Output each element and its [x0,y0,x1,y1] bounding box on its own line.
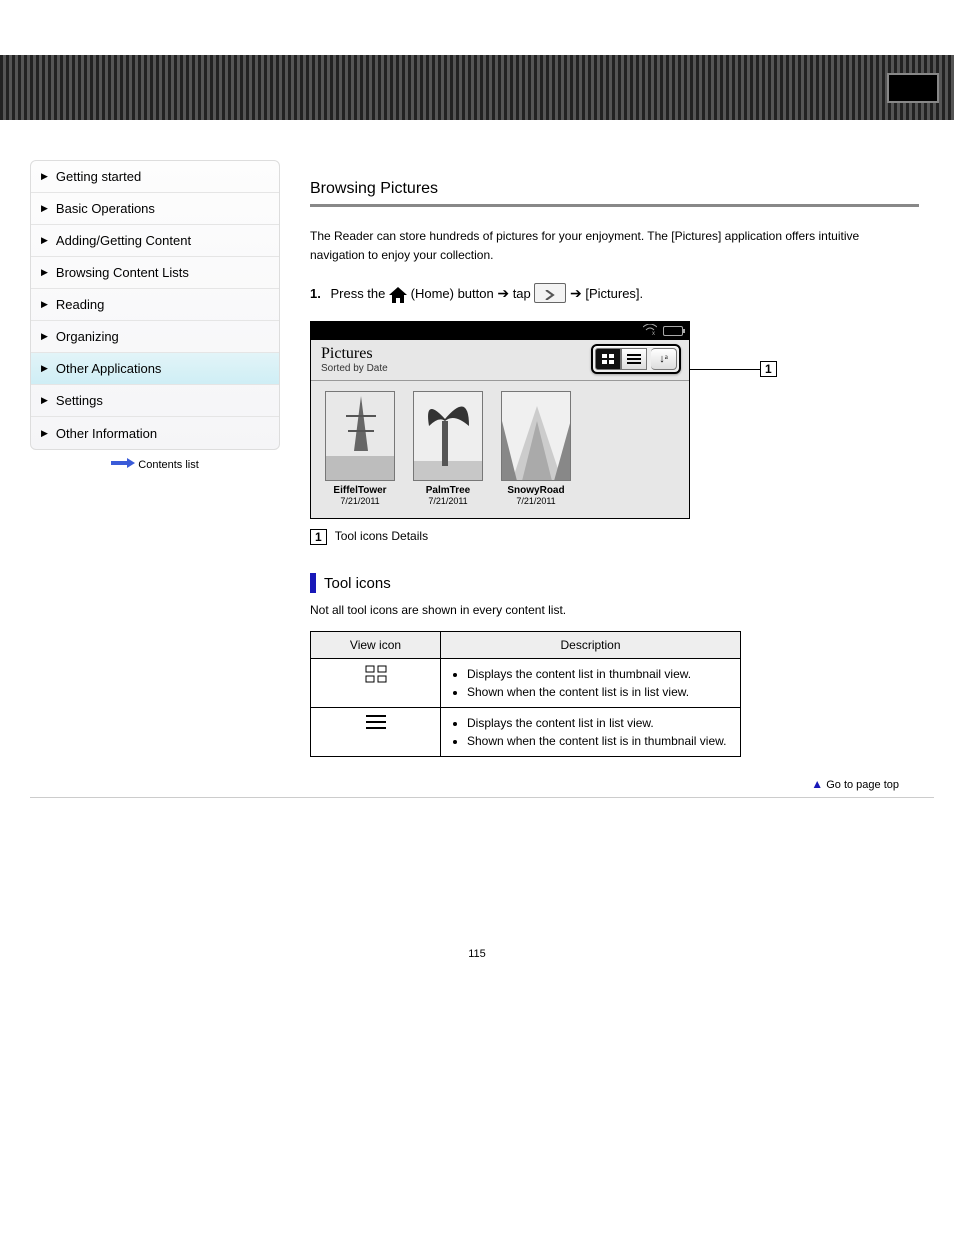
device-subtitle: Sorted by Date [321,363,388,374]
sidebar-footer: Contents list [30,458,280,471]
thumbnail-image [413,391,483,481]
battery-icon [663,326,683,336]
sidebar-item-other-applications[interactable]: ▶ Other Applications [31,353,279,385]
step-text-c: tap [513,286,535,301]
arrow-right-icon [111,458,135,468]
sidebar-item-organizing[interactable]: ▶ Organizing [31,321,279,353]
chevron-right-icon: ▶ [41,235,48,246]
section-title: Browsing Pictures [310,180,919,198]
description-item: Shown when the content list is in thumbn… [467,732,730,750]
sidebar-item-label: Getting started [56,169,141,184]
sidebar-item-label: Adding/Getting Content [56,233,191,248]
header-gap-box [887,73,939,103]
wifi-off-icon: x [643,324,657,338]
subsection-note: Not all tool icons are shown in every co… [310,603,919,617]
thumbnail-date: 7/21/2011 [325,496,395,506]
table-row: Displays the content list in list view.S… [311,708,741,757]
sidebar: ▶ Getting started ▶ Basic Operations ▶ Adding… [30,160,280,791]
thumbnail-name: EiffelTower [325,485,395,496]
chevron-right-icon: ▶ [41,428,48,439]
description-item: Displays the content list in list view. [467,714,730,732]
thumbnail-date: 7/21/2011 [413,496,483,506]
subsection-title: Tool icons [324,575,391,592]
title-rule [310,204,919,207]
step-text-d: [Pictures]. [585,286,643,301]
view-list-icon [365,719,387,733]
callout-legend: 1 Tool icons Details [310,529,919,545]
sidebar-item-label: Organizing [56,329,119,344]
sidebar-item-label: Other Information [56,426,157,441]
thumbnail-date: 7/21/2011 [501,496,571,506]
th-icon: View icon [311,632,441,659]
chevron-right-icon: ▶ [41,267,48,278]
thumbnail-image [501,391,571,481]
description-cell: Displays the content list in thumbnail v… [441,659,741,708]
sidebar-item-browsing-content-lists[interactable]: ▶ Browsing Content Lists [31,257,279,289]
legend-text[interactable]: Tool icons Details [335,529,428,543]
arrow-icon-2: ➔ [570,285,582,301]
device-screenshot: x Pictures Sorted by Date [310,321,690,519]
thumbnail-image [325,391,395,481]
sidebar-item-label: Browsing Content Lists [56,265,189,280]
sidebar-item-label: Basic Operations [56,201,155,216]
home-icon [389,287,407,303]
picture-thumb[interactable]: PalmTree7/21/2011 [413,391,483,506]
arrow-icon: ➔ [497,285,509,301]
sidebar-item-label: Other Applications [56,361,162,376]
subsection-heading: Tool icons [310,573,919,593]
blue-bar-icon [310,573,316,593]
sidebar-item-label: Settings [56,393,103,408]
step-1: 1. Press the (Home) button ➔ tap ➔ [Pict… [310,283,919,303]
main: Browsing Pictures The Reader can store h… [310,160,939,791]
sidebar-item-settings[interactable]: ▶ Settings [31,385,279,417]
go-to-top[interactable]: ▲ Go to page top [310,777,899,791]
picture-thumb[interactable]: SnowyRoad7/21/2011 [501,391,571,506]
picture-thumb[interactable]: EiffelTower7/21/2011 [325,391,395,506]
chevron-right-icon: ▶ [41,171,48,182]
view-icon-cell [311,659,441,708]
chevron-right-icon: ▶ [41,203,48,214]
nav-forward-button[interactable] [534,283,566,303]
th-desc: Description [441,632,741,659]
device-statusbar: x [311,322,689,340]
thumbnail-name: PalmTree [413,485,483,496]
callout-leader [690,369,760,370]
description-cell: Displays the content list in list view.S… [441,708,741,757]
sidebar-item-getting-started[interactable]: ▶ Getting started [31,161,279,193]
legend-number: 1 [310,529,327,545]
step-number: 1. [310,286,321,301]
step-text-a: Press the [330,286,389,301]
page-number: 115 [0,948,954,960]
table-row: Displays the content list in thumbnail v… [311,659,741,708]
device-tool-icons[interactable]: ↓a [591,344,681,374]
chevron-right-icon: ▶ [41,331,48,342]
svg-text:x: x [652,331,655,335]
sort-icon[interactable]: ↓a [651,348,677,370]
view-grid-icon[interactable] [595,348,621,370]
thumbnail-name: SnowyRoad [501,485,571,496]
device-title: Pictures [321,345,388,363]
callout-number: 1 [760,361,777,377]
go-to-top-label[interactable]: Go to page top [826,779,899,791]
chevron-right-icon: ▶ [41,363,48,374]
view-grid-icon [365,672,387,686]
sidebar-item-reading[interactable]: ▶ Reading [31,289,279,321]
chevron-up-icon: ▲ [811,777,823,791]
chevron-right-icon: ▶ [41,299,48,310]
sidebar-item-other-information[interactable]: ▶ Other Information [31,417,279,449]
step-text-b: (Home) button [411,286,498,301]
tool-icons-table: View icon Description Displays the conte… [310,631,741,757]
footer-rule [30,797,934,798]
view-list-icon[interactable] [621,348,647,370]
sidebar-item-basic-operations[interactable]: ▶ Basic Operations [31,193,279,225]
chevron-right-icon: ▶ [41,395,48,406]
intro-paragraph: The Reader can store hundreds of picture… [310,227,910,265]
header-band [0,55,954,120]
sidebar-footer-label[interactable]: Contents list [138,459,199,471]
sidebar-item-adding-getting-content[interactable]: ▶ Adding/Getting Content [31,225,279,257]
view-icon-cell [311,708,441,757]
description-item: Shown when the content list is in list v… [467,683,730,701]
sidebar-item-label: Reading [56,297,104,312]
description-item: Displays the content list in thumbnail v… [467,665,730,683]
